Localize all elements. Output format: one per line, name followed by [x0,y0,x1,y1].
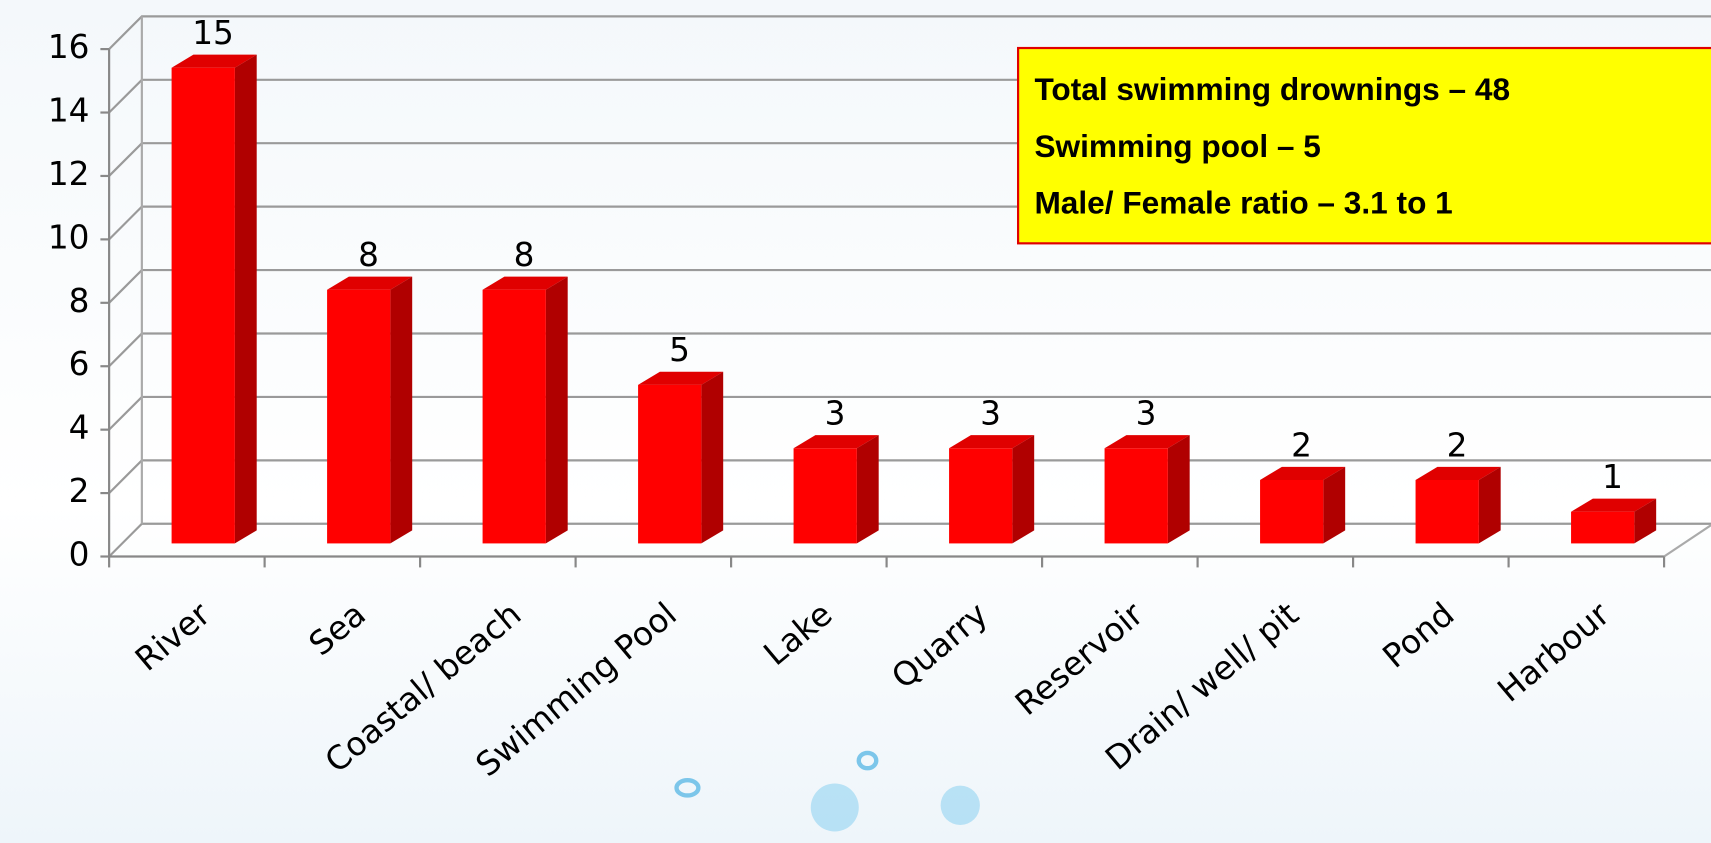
bar-side [546,277,568,544]
y-tick-label: 14 [48,92,90,130]
y-tick-label: 16 [48,28,90,66]
bar-side [390,277,412,544]
value-label: 3 [1136,395,1157,433]
bar-front [172,68,235,544]
value-label: 3 [980,395,1001,433]
y-tick-label: 6 [69,345,90,383]
x-tick-label: River [128,595,218,679]
value-label: 5 [669,331,690,369]
bar-front [1260,480,1323,543]
value-label: 2 [1447,426,1468,464]
x-tick-label: Quarry [885,595,995,696]
value-label: 8 [358,236,379,274]
y-tick-label: 2 [69,472,90,510]
bubble [941,786,980,825]
bar-side [235,55,257,544]
bar-side [1479,467,1501,544]
bar [172,55,257,544]
y-tick-label: 10 [48,218,90,256]
bar-front [327,290,390,544]
bar-front [1105,448,1168,543]
bar-front [794,448,857,543]
bar [794,435,879,543]
value-label: 2 [1291,426,1312,464]
bar [638,372,723,544]
bar [949,435,1034,543]
page: {"chart_data": {"type": "bar3d", "catego… [0,0,1711,843]
bar [1571,499,1656,544]
value-label: 1 [1602,458,1623,496]
bubble [677,780,699,795]
y-tick-label: 8 [69,282,90,320]
x-tick-label: Harbour [1491,595,1618,710]
bar-front [1571,512,1634,544]
bar-front [483,290,546,544]
y-tick-label: 12 [48,155,90,193]
y-tick-label: 4 [69,409,90,447]
bar [1260,467,1345,544]
annotation: Total swimming drownings – 48 [1034,71,1510,107]
bar-front [949,448,1012,543]
value-label: 8 [514,236,535,274]
bar-front [1416,480,1479,543]
grid-line [109,16,1711,49]
bar [327,277,412,544]
bar [1416,467,1501,544]
bar-front [638,385,701,544]
bar [483,277,568,544]
x-tick-label: Sea [302,595,373,663]
bar-side [857,435,879,543]
x-tick-label: Lake [757,595,840,673]
bar-side [1012,435,1034,543]
x-tick-label: Pond [1376,595,1462,676]
chart: 024681012141615River8Sea8Coastal/ beach5… [0,0,1711,843]
annotation: Male/ Female ratio – 3.1 to 1 [1034,185,1452,221]
floor-edge [1664,524,1711,557]
bar-side [1168,435,1190,543]
annotation: Swimming pool – 5 [1034,128,1320,164]
value-label: 15 [192,14,234,52]
value-label: 3 [825,395,846,433]
bar [1105,435,1190,543]
bubble [859,753,876,768]
y-tick-label: 0 [69,536,90,574]
decoration [677,753,980,832]
bar-side [1323,467,1345,544]
bar-side [701,372,723,544]
x-tick-label: Reservoir [1008,595,1151,723]
bubble [811,783,859,831]
